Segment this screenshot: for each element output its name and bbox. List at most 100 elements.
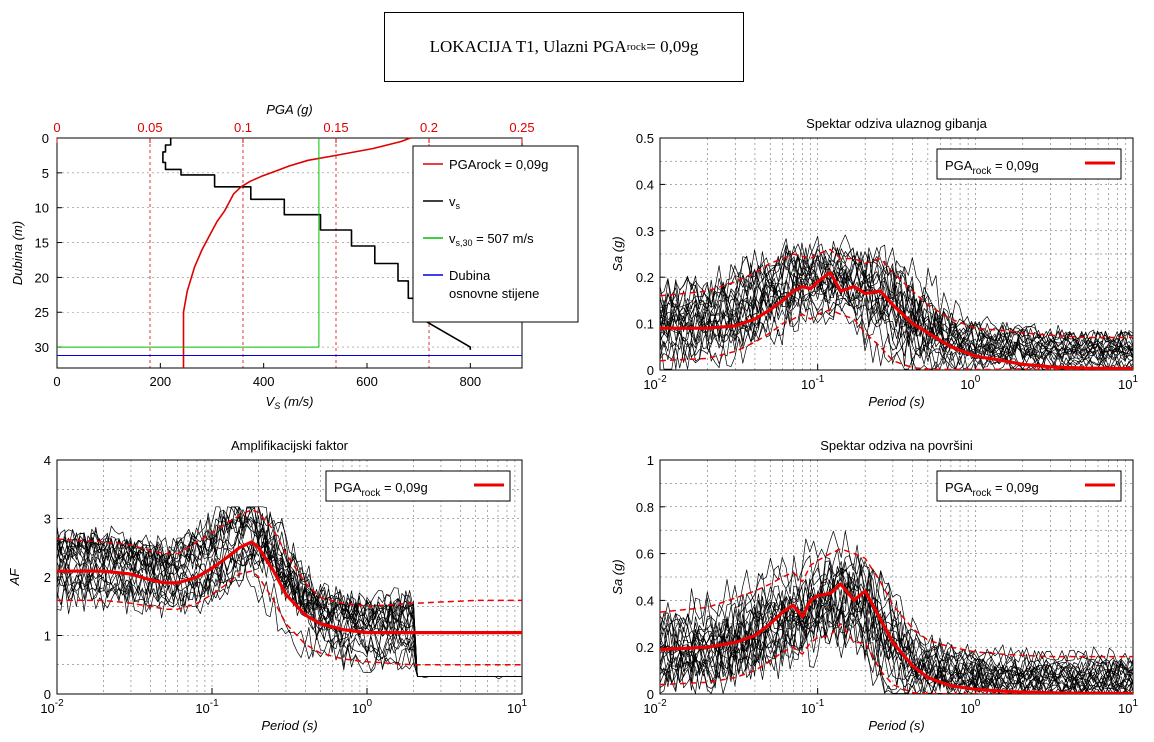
x-axis-label: Period (s) — [261, 718, 317, 733]
legend-label-sub: rock — [972, 488, 992, 499]
y-axis-label: Dubina (m) — [10, 221, 25, 285]
x-tick-exp: 0 — [366, 698, 372, 709]
mean-spectrum-line — [660, 271, 1133, 370]
figure-title-sub: rock — [626, 41, 647, 53]
x-tick-label: 101 — [1118, 698, 1138, 716]
mean-spectrum-line — [57, 540, 522, 635]
vs30-line — [57, 138, 320, 348]
y-axis-label: Sa (g) — [610, 236, 625, 271]
records-group — [660, 530, 1133, 694]
record-line — [660, 235, 1133, 347]
x-tick-exp: 1 — [1132, 374, 1138, 385]
record-line — [660, 267, 1133, 361]
x2-tick-label: 0.25 — [509, 120, 534, 135]
legend-vs-sub: s — [456, 201, 461, 211]
vs-profile-line — [162, 138, 472, 350]
chart-title: Amplifikacijski faktor — [231, 438, 349, 453]
y-tick-label: 1 — [44, 629, 51, 644]
figure-title-end: = 0,09g — [646, 37, 699, 56]
legend-label-end: = 0,09g — [991, 480, 1038, 495]
pga-curve-line — [182, 137, 411, 368]
y-tick-label: 3 — [44, 512, 51, 527]
figure-title-main: LOKACIJA T1, Ulazni PGA — [429, 37, 627, 56]
x2-tick-label: 0.05 — [137, 120, 162, 135]
x-tick-exp: -1 — [815, 374, 824, 385]
y-axis-label: Sa (g) — [610, 559, 625, 594]
x-tick-exp: 1 — [1132, 698, 1138, 709]
x-tick-label: 10-1 — [801, 374, 825, 392]
legend-label-sub: rock — [361, 488, 381, 499]
record-line — [660, 259, 1133, 358]
y-axis-label: AF — [7, 568, 22, 587]
legend-label: PGArock = 0,09g — [945, 158, 1039, 177]
y-tick-label: 5 — [42, 166, 49, 181]
record-line — [660, 234, 1133, 346]
x-tick-exp: 0 — [975, 698, 981, 709]
y-tick-label: 25 — [35, 305, 49, 320]
x2-tick-label: 0 — [53, 120, 60, 135]
y-tick-label: 0.4 — [636, 593, 654, 608]
x-tick-label: 100 — [352, 698, 372, 716]
x-axis-label: VS (m/s) — [266, 394, 314, 411]
y-tick-label: 2 — [44, 570, 51, 585]
plot-frame-4 — [659, 459, 1134, 695]
y-tick-label: 10 — [35, 201, 49, 216]
x-axis-label: Period (s) — [868, 718, 924, 733]
record-line — [660, 554, 1133, 674]
record-line — [660, 243, 1133, 349]
x-tick-exp: -2 — [658, 374, 667, 385]
x-tick-exp: 1 — [521, 698, 527, 709]
x-tick-exp: -2 — [55, 698, 64, 709]
records-group — [57, 506, 522, 680]
y-tick-label: 0.5 — [636, 131, 654, 146]
legend-label: PGArock = 0,09g — [334, 480, 428, 499]
legend-vs-label: vs — [449, 194, 461, 211]
x-axis-label-unit: (m/s) — [280, 394, 313, 409]
y-tick-label: 0.6 — [636, 547, 654, 562]
x-tick-label: 800 — [459, 374, 481, 389]
x-tick-label: 101 — [1118, 374, 1138, 392]
legend-label-end: = 0,09g — [380, 480, 427, 495]
lower-envelope-line — [660, 308, 1133, 370]
x2-tick-label: 0.15 — [323, 120, 348, 135]
record-line — [660, 600, 1133, 694]
records-group — [660, 234, 1133, 370]
x-tick-exp: -1 — [210, 698, 219, 709]
mean-spectrum-line — [660, 582, 1133, 694]
x-axis-label: Period (s) — [868, 394, 924, 409]
legend-pga-label: PGArock = 0,09g — [449, 157, 548, 172]
upper-envelope-line — [660, 248, 1133, 339]
x-tick-exp: 0 — [975, 374, 981, 385]
upper-envelope-line — [660, 548, 1133, 658]
y-tick-label: 30 — [35, 340, 49, 355]
legend-label: PGArock = 0,09g — [945, 480, 1039, 499]
chart-title: Spektar odziva ulaznog gibanja — [806, 116, 987, 131]
legend-vs30-end: = 507 m/s — [473, 231, 535, 246]
legend-bedrock-label-1: Dubina — [449, 268, 491, 283]
y-tick-label: 0.2 — [636, 270, 654, 285]
y-tick-label: 0 — [647, 687, 654, 702]
lower-envelope-line — [57, 570, 522, 666]
record-line — [660, 291, 1133, 370]
y-tick-label: 0.4 — [636, 177, 654, 192]
legend-box-1 — [412, 145, 579, 323]
record-line — [660, 262, 1133, 362]
x-tick-label: 100 — [960, 698, 980, 716]
x-tick-label: 400 — [253, 374, 275, 389]
chart-title: Spektar odziva na površini — [820, 438, 973, 453]
record-line — [660, 244, 1133, 350]
x-tick-label: 100 — [960, 374, 980, 392]
record-line — [660, 589, 1133, 692]
y-tick-label: 0 — [647, 363, 654, 378]
record-line — [57, 506, 522, 677]
x2-axis-label: PGA (g) — [266, 102, 312, 117]
y-tick-label: 0.8 — [636, 500, 654, 515]
record-line — [660, 557, 1133, 678]
legend-label-sub: rock — [972, 166, 992, 177]
record-line — [660, 563, 1133, 679]
legend-vs30-sub: s,30 — [456, 238, 473, 248]
x-axis-label-sub: S — [274, 401, 280, 411]
figure-title: LOKACIJA T1, Ulazni PGA rock = 0,09g — [384, 12, 744, 82]
y-tick-label: 0 — [44, 687, 51, 702]
